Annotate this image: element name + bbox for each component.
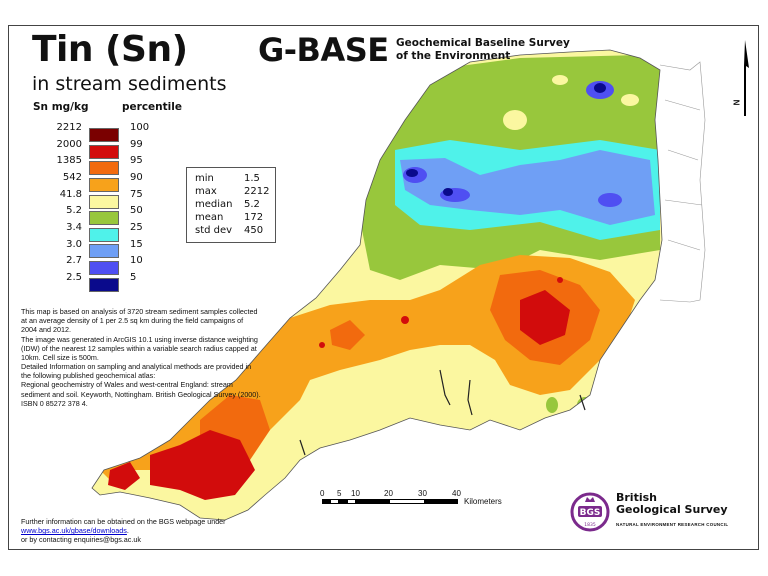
- bgs-name: British Geological Survey: [616, 491, 728, 516]
- north-label: N: [731, 99, 741, 106]
- program-logo-text: G-BASE: [258, 31, 389, 69]
- map-subtitle: in stream sediments: [32, 73, 227, 95]
- legend-swatch: [89, 195, 119, 209]
- legend-swatch: [89, 244, 119, 258]
- north-arrow: N: [731, 38, 751, 123]
- stat-row-mean: mean 172: [195, 212, 264, 223]
- scale-bar-graphic: [322, 499, 458, 504]
- svg-text:BGS: BGS: [580, 508, 601, 518]
- north-arrow-icon: [744, 40, 749, 116]
- methodology-text: This map is based on analysis of 3720 st…: [21, 307, 258, 363]
- downloads-link[interactable]: www.bgs.ac.uk/gbase/downloads: [21, 526, 127, 536]
- legend-swatch: [89, 278, 119, 292]
- legend-row: 5.2 50: [66, 205, 143, 216]
- statistics-box: min 1.5 max 2212 median 5.2 mean 172 std…: [186, 167, 276, 243]
- bgs-crest-icon: BGS 1835: [570, 492, 610, 532]
- estuaries: [299, 369, 586, 456]
- legend-swatch: [89, 228, 119, 242]
- reference-text: Detailed Information on sampling and ana…: [21, 362, 261, 408]
- legend-swatch: [89, 128, 119, 142]
- legend-row: 3.0 15: [66, 239, 143, 250]
- stat-row-std-dev: std dev 450: [195, 225, 264, 236]
- legend-percentile-header: percentile: [122, 101, 182, 113]
- nerc-label: NATURAL ENVIRONMENT RESEARCH COUNCIL: [616, 522, 729, 527]
- legend-row: 542 90: [62, 172, 143, 183]
- legend-row: 41.8 75: [59, 189, 143, 200]
- bgs-logo: BGS 1835 British Geological Survey NATUR…: [570, 492, 728, 537]
- stat-row-max: max 2212: [195, 186, 270, 197]
- legend-swatch: [89, 211, 119, 225]
- legend-value-header: Sn mg/kg: [33, 101, 89, 113]
- stat-row-median: median 5.2: [195, 199, 260, 210]
- legend-swatch: [89, 261, 119, 275]
- eastern-boundary-lines: [659, 61, 706, 303]
- legend-row: 2.5 5: [66, 272, 137, 283]
- legend-swatch: [89, 178, 119, 192]
- legend-row: 3.4 25: [66, 222, 143, 233]
- stat-row-min: min 1.5: [195, 173, 260, 184]
- map-title: Tin (Sn): [32, 29, 188, 70]
- legend-row: 2000 99: [56, 139, 143, 150]
- legend-swatch: [89, 161, 119, 175]
- legend-row: 2.7 10: [66, 255, 143, 266]
- further-info-text: Further information can be obtained on t…: [21, 517, 226, 545]
- legend-swatch: [89, 145, 119, 159]
- legend-row: 1385 95: [56, 155, 143, 166]
- legend-row: 2212 100: [56, 122, 150, 133]
- program-full-name: Geochemical Baseline Survey of the Envir…: [396, 37, 570, 62]
- svg-text:1835: 1835: [584, 522, 596, 528]
- scale-unit: Kilometers: [464, 497, 502, 506]
